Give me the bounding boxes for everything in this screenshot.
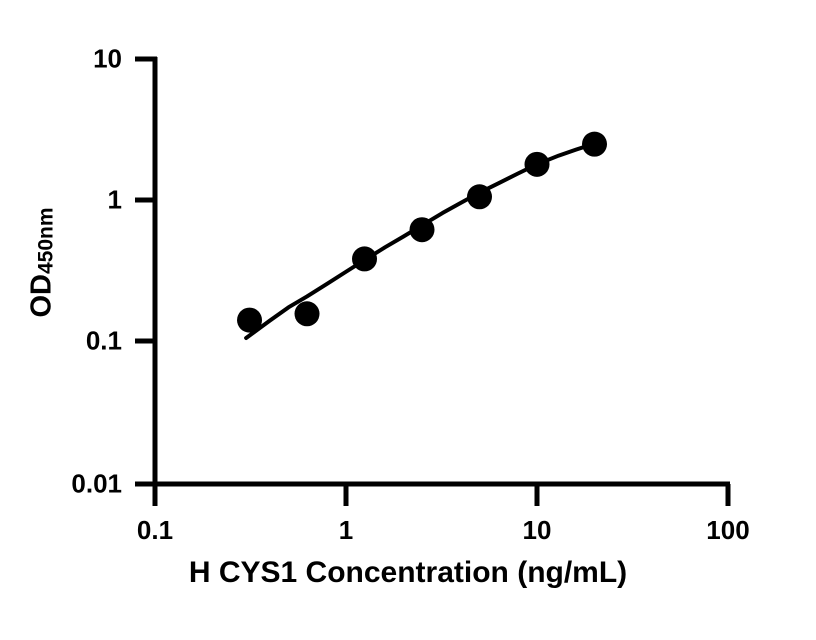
data-point: [467, 184, 492, 210]
data-point: [294, 301, 320, 327]
data-point: [352, 246, 378, 272]
data-point: [237, 307, 263, 333]
y-axis-title-main: OD: [25, 274, 58, 318]
axis-lines: [135, 56, 731, 506]
y-tick-label-0.1: 0.1: [85, 325, 122, 356]
x-tick-label-10: 10: [522, 515, 552, 545]
x-axis-title: H CYS1 Concentration (ng/mL): [188, 556, 628, 589]
y-tick-label-1: 1: [107, 184, 122, 215]
y-axis-title-subscript: 450nm: [34, 207, 58, 275]
x-tick-label-1: 1: [338, 515, 354, 545]
data-point: [524, 151, 550, 177]
y-axis-title: OD450nm: [26, 163, 59, 363]
data-point-group: [237, 131, 607, 333]
x-tick-label-0.1: 0.1: [136, 515, 174, 545]
y-tick-label-10: 10: [93, 43, 122, 74]
data-point: [582, 131, 607, 157]
data-point: [409, 217, 435, 243]
x-tick-label-100: 100: [706, 515, 750, 545]
y-tick-label-0.01: 0.01: [71, 468, 122, 499]
x-axis-ticks: [152, 484, 731, 506]
